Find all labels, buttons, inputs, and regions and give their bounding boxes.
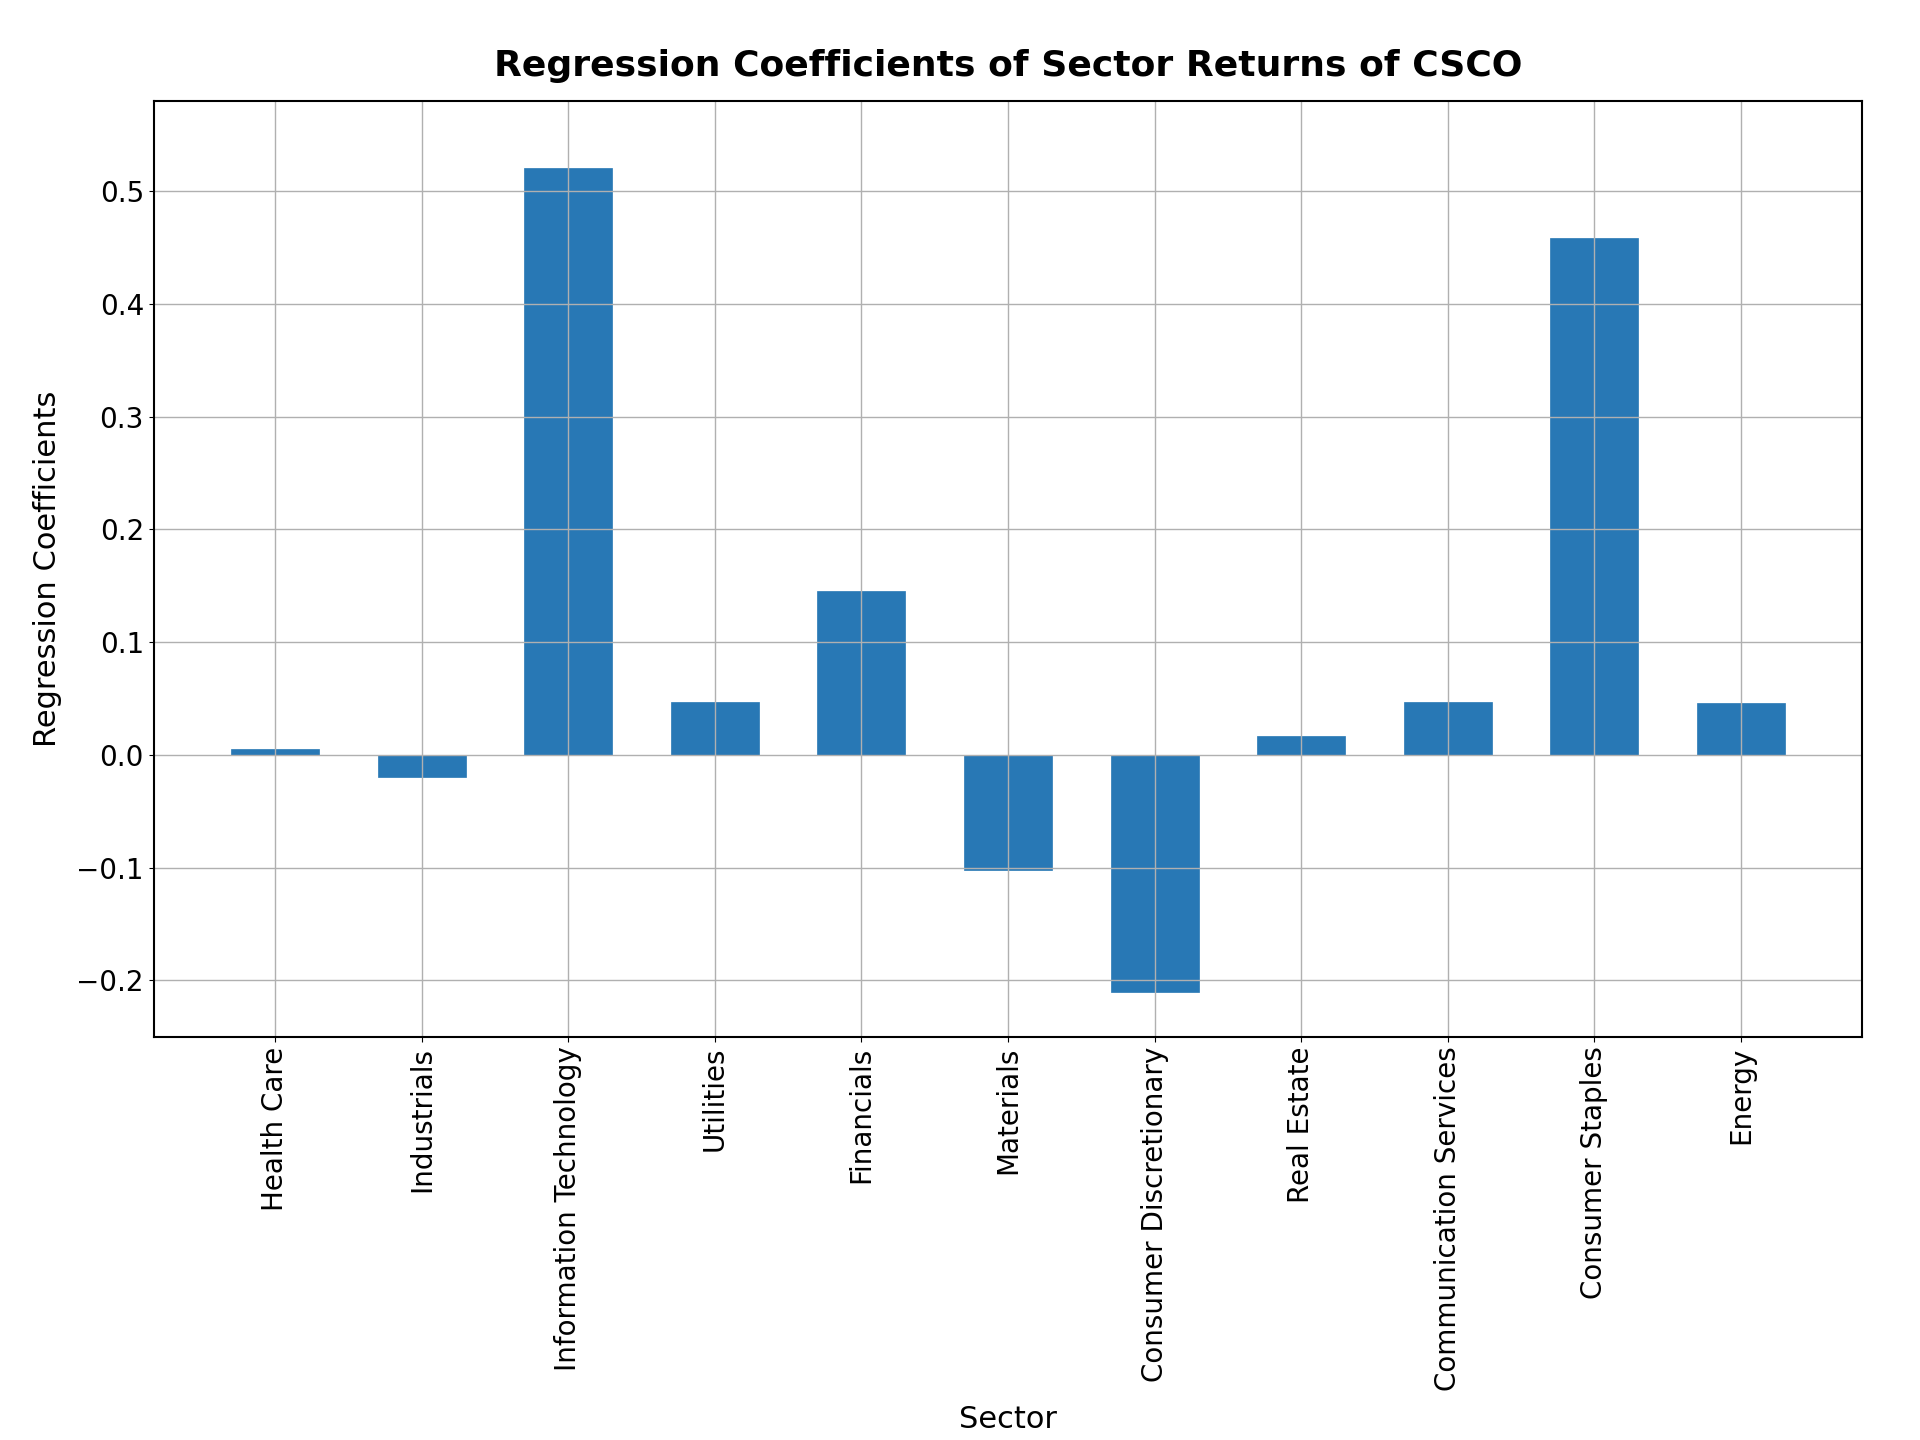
Bar: [524, 168, 612, 755]
X-axis label: Sector: Sector: [958, 1405, 1058, 1434]
Bar: [1697, 703, 1786, 755]
Bar: [230, 749, 319, 755]
Title: Regression Coefficients of Sector Returns of CSCO: Regression Coefficients of Sector Return…: [493, 49, 1523, 82]
Bar: [1549, 239, 1638, 755]
Bar: [378, 755, 467, 778]
Y-axis label: Regression Coefficients: Regression Coefficients: [33, 390, 63, 747]
Bar: [670, 701, 758, 755]
Bar: [1258, 736, 1346, 755]
Bar: [964, 755, 1052, 870]
Bar: [1404, 701, 1492, 755]
Bar: [818, 592, 906, 755]
Bar: [1110, 755, 1198, 992]
